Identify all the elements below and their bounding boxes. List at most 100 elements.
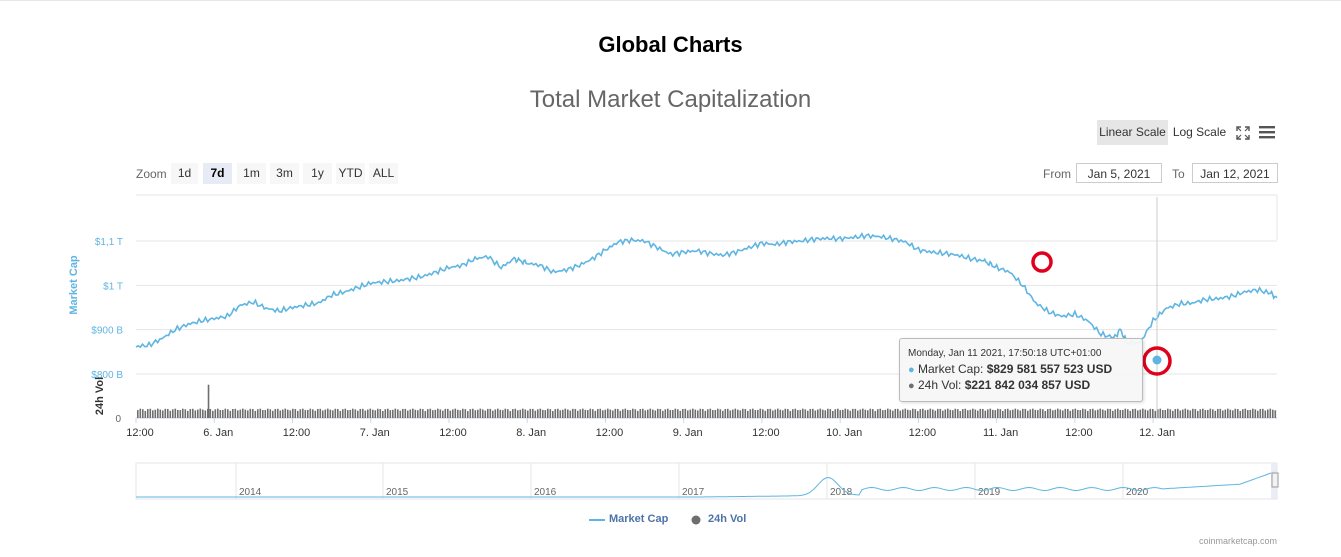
volume-bar	[304, 410, 307, 418]
volume-bar	[277, 408, 279, 418]
volume-bar	[204, 410, 207, 418]
y-tick-label: $800 B	[91, 370, 123, 381]
volume-bar	[402, 408, 404, 418]
volume-bar	[1134, 408, 1137, 418]
zoom-all-button[interactable]: ALL	[369, 163, 398, 184]
volume-bar	[889, 409, 892, 418]
volume-bar	[222, 409, 224, 418]
volume-bar	[417, 410, 419, 418]
legend-24h-vol[interactable]: 24h Vol	[708, 513, 747, 525]
volume-bar	[639, 409, 642, 418]
volume-bar	[157, 408, 159, 418]
to-date-input[interactable]: Jan 12, 2021	[1192, 163, 1278, 183]
volume-bar	[742, 408, 744, 418]
volume-bar	[344, 408, 347, 418]
volume-bar	[764, 410, 767, 418]
volume-bar	[557, 408, 559, 418]
volume-bar	[1192, 408, 1194, 418]
navigator-handle[interactable]	[1271, 472, 1279, 488]
volume-bar	[237, 410, 239, 418]
volume-bar	[544, 410, 547, 418]
from-date-input[interactable]: Jan 5, 2021	[1076, 163, 1162, 183]
zoom-3m-button[interactable]: 3m	[270, 163, 299, 184]
volume-bar	[194, 410, 197, 418]
volume-bar	[699, 408, 702, 418]
top-border	[0, 0, 1341, 1]
tooltip-mc-value: $829 581 557 523 USD	[986, 362, 1113, 376]
volume-bar	[704, 410, 707, 418]
volume-bar	[329, 409, 332, 418]
volume-bar	[1267, 409, 1269, 418]
volume-bar	[507, 409, 509, 418]
volume-bar	[342, 409, 344, 418]
volume-bar	[1124, 408, 1127, 418]
volume-bar	[1227, 408, 1229, 418]
x-tick-label: 12:00	[439, 427, 467, 439]
linear-scale-button[interactable]: Linear Scale	[1097, 120, 1168, 145]
x-tick-label: 12:00	[126, 427, 154, 439]
volume-bar	[477, 409, 479, 418]
zoom-1y-button[interactable]: 1y	[303, 163, 332, 184]
volume-bar	[974, 409, 977, 418]
x-axis-labels: 12:00 6. Jan 12:00 7. Jan 12:00 8. Jan 12:00 9.…	[126, 418, 1175, 439]
navigator-frame[interactable]	[135, 462, 1278, 500]
volume-bar	[609, 409, 612, 418]
volume-bar	[1112, 410, 1114, 418]
volume-bar	[524, 409, 527, 418]
volume-bar	[969, 409, 972, 418]
volume-bar	[1249, 409, 1252, 418]
volume-bar	[307, 409, 309, 418]
volume-bar	[852, 408, 854, 418]
volume-bar	[1197, 410, 1199, 418]
volume-bar	[769, 408, 772, 418]
volume-bar	[1222, 410, 1224, 418]
volume-bar	[759, 408, 762, 418]
volume-bar	[619, 410, 622, 418]
volume-bar	[372, 409, 374, 418]
volume-bar	[1024, 408, 1027, 418]
volume-bar	[844, 408, 847, 418]
volume-bar	[539, 408, 542, 418]
zoom-1m-button[interactable]: 1m	[237, 163, 266, 184]
zoom-ytd-button[interactable]: YTD	[336, 163, 365, 184]
volume-bar	[424, 411, 427, 418]
zoom-1d-button[interactable]: 1d	[171, 163, 198, 184]
volume-bar	[1274, 410, 1277, 418]
volume-bar	[624, 408, 627, 418]
volume-bar	[777, 408, 779, 418]
volume-bar	[739, 410, 742, 418]
volume-bar	[707, 409, 709, 418]
volume-bar	[212, 410, 214, 418]
volume-bar	[874, 411, 877, 418]
volume-bar	[504, 408, 507, 418]
volume-bar	[909, 410, 912, 418]
log-scale-button[interactable]: Log Scale	[1172, 125, 1227, 139]
volume-bar	[352, 408, 354, 418]
volume-bar	[239, 409, 242, 418]
hamburger-menu-icon[interactable]	[1259, 125, 1275, 139]
page-title: Global Charts	[598, 32, 743, 57]
x-tick-label: 7. Jan	[360, 427, 390, 439]
volume-bar	[364, 410, 367, 418]
fullscreen-icon[interactable]	[1236, 126, 1250, 140]
volume-bar	[1034, 409, 1037, 418]
volume-bar	[669, 409, 672, 418]
volume-bar	[527, 410, 529, 418]
volume-bar	[842, 409, 844, 418]
volume-bar	[824, 410, 827, 418]
volume-bar	[829, 409, 832, 418]
volume-bar	[1039, 408, 1042, 418]
volume-bar	[747, 410, 749, 418]
volume-bar	[804, 409, 807, 418]
volume-bar	[449, 410, 452, 418]
volume-bar	[934, 410, 937, 418]
volume-bar	[1082, 408, 1084, 418]
volume-bar	[1089, 409, 1092, 418]
legend-market-cap[interactable]: Market Cap	[609, 513, 669, 525]
volume-bar	[994, 410, 997, 418]
zoom-7d-button[interactable]: 7d	[203, 163, 232, 184]
credit-link[interactable]: coinmarketcap.com	[1198, 536, 1277, 546]
volume-bar	[292, 408, 294, 418]
volume-bar	[382, 411, 384, 418]
